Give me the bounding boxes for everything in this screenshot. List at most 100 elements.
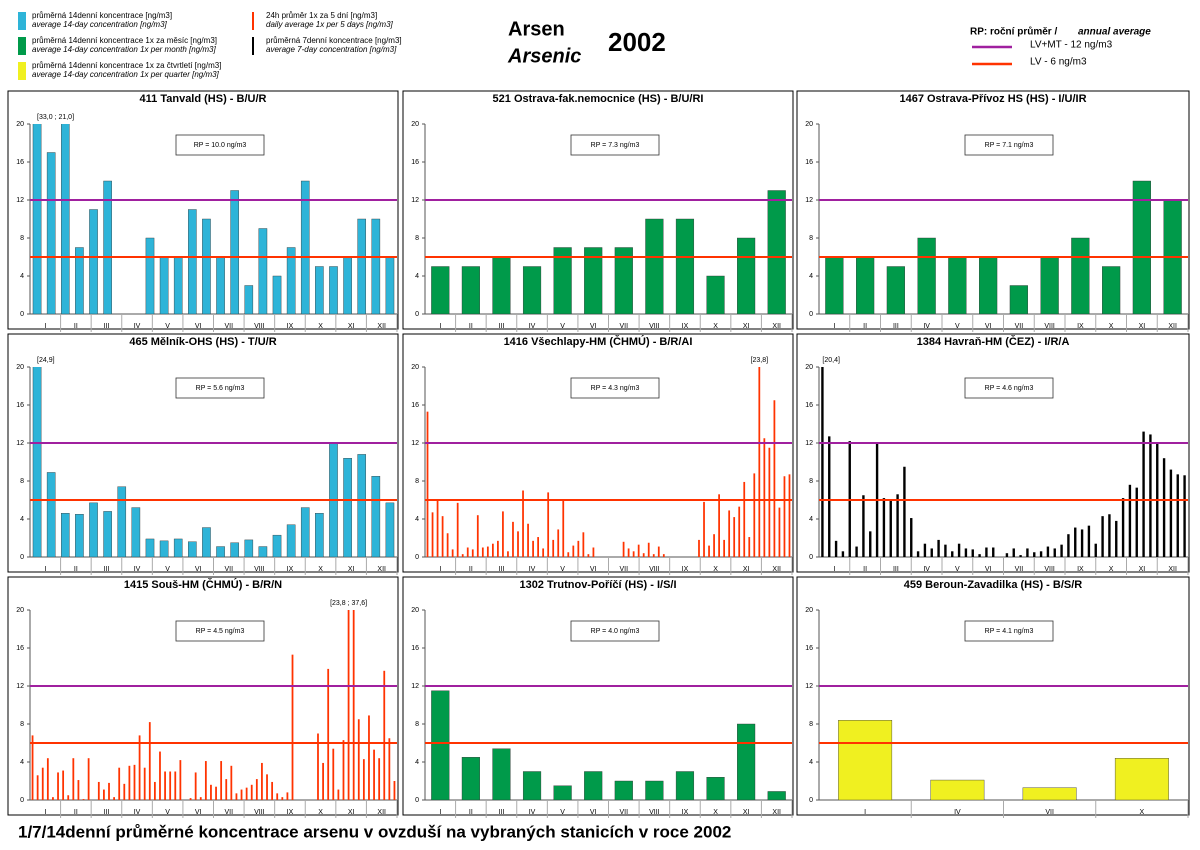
bar: [783, 476, 786, 557]
y-tick-label: 0: [415, 797, 419, 804]
x-tick-label: X: [713, 809, 718, 816]
bar: [258, 228, 268, 314]
legend-text: average 14-day concentration [ng/m3]: [32, 20, 168, 29]
x-tick-label: XII: [772, 566, 781, 573]
bar: [1162, 458, 1166, 557]
bar: [179, 760, 182, 800]
x-tick-label: IV: [134, 323, 141, 330]
bar: [272, 534, 282, 557]
x-tick-label: II: [74, 323, 78, 330]
x-tick-label: IV: [954, 809, 961, 816]
bar: [431, 266, 450, 314]
bar: [57, 772, 59, 800]
bar: [441, 516, 444, 557]
bar: [978, 554, 981, 557]
y-tick-label: 0: [415, 554, 419, 561]
bar: [371, 476, 381, 557]
x-tick-label: X: [713, 566, 718, 573]
bar: [164, 771, 166, 800]
bar: [737, 723, 756, 800]
bar: [706, 777, 725, 800]
bar: [527, 523, 529, 557]
bar: [856, 256, 875, 314]
bar: [436, 500, 439, 557]
bar: [855, 546, 858, 557]
bar: [317, 733, 319, 800]
bar: [979, 256, 998, 314]
y-tick-label: 12: [805, 197, 813, 204]
bar: [347, 610, 350, 800]
y-tick-label: 0: [20, 311, 24, 318]
x-tick-label: V: [955, 323, 960, 330]
bar: [451, 549, 454, 557]
x-tick-label: X: [1109, 323, 1114, 330]
bar: [189, 798, 192, 800]
legend-swatch: [252, 12, 254, 30]
x-tick-label: IX: [682, 323, 689, 330]
legend-text: average 14-day concentration 1x per mont…: [32, 45, 216, 54]
legend-swatch: [252, 37, 254, 55]
bar: [657, 546, 660, 557]
bar: [1183, 475, 1186, 557]
bar: [188, 541, 197, 557]
x-tick-label: III: [104, 566, 110, 573]
x-tick-label: XI: [743, 566, 750, 573]
bar: [173, 538, 183, 557]
bar: [41, 767, 44, 800]
bar: [240, 789, 243, 800]
bar: [758, 367, 761, 557]
y-tick-label: 20: [16, 121, 24, 128]
x-tick-label: VII: [1015, 323, 1024, 330]
bar: [522, 490, 524, 557]
bar: [1026, 548, 1029, 557]
y-tick-label: 4: [20, 759, 24, 766]
x-tick-label: VIII: [1044, 323, 1055, 330]
bar: [60, 124, 70, 314]
bar: [532, 540, 534, 557]
footer: 1/7/14denní průměrné koncentrace arsenu …: [18, 822, 731, 841]
bar: [1176, 474, 1179, 557]
bar: [948, 256, 967, 314]
rp-box: [175, 134, 265, 156]
bar: [486, 546, 489, 557]
bar: [128, 765, 131, 800]
bar: [917, 237, 936, 314]
y-tick-label: 16: [805, 159, 813, 166]
bar: [202, 218, 211, 314]
y-tick-label: 12: [805, 440, 813, 447]
bar: [713, 534, 715, 557]
x-tick-label: IX: [1077, 323, 1084, 330]
bar: [522, 771, 542, 800]
bar: [215, 786, 217, 800]
bar: [103, 180, 112, 314]
bar: [923, 543, 927, 557]
bar: [75, 247, 84, 314]
x-tick-label: II: [74, 566, 78, 573]
rp-label: RP = 4.1 ng/m3: [985, 628, 1034, 635]
bar: [153, 781, 156, 800]
y-tick-label: 16: [805, 645, 813, 652]
rp-label: RP = 4.5 ng/m3: [196, 628, 245, 635]
bar: [728, 510, 731, 557]
bar: [537, 537, 539, 557]
x-tick-label: III: [499, 323, 505, 330]
rp-label: RP = 4.3 ng/m3: [591, 385, 640, 392]
y-tick-label: 20: [805, 607, 813, 614]
x-tick-label: V: [560, 809, 565, 816]
bar: [768, 447, 771, 557]
bar: [675, 218, 695, 314]
bar: [327, 668, 330, 800]
bar: [577, 540, 580, 557]
x-tick-label: VI: [985, 566, 992, 573]
bar: [614, 247, 633, 314]
bar: [507, 551, 509, 557]
bar: [244, 285, 254, 314]
y-tick-label: 16: [411, 645, 419, 652]
bar: [896, 494, 899, 557]
x-tick-label: IV: [529, 566, 536, 573]
bar: [557, 529, 560, 557]
x-tick-label: I: [439, 323, 441, 330]
panel-title: 465 Mělník-OHS (HS) - T/U/R: [129, 336, 276, 348]
